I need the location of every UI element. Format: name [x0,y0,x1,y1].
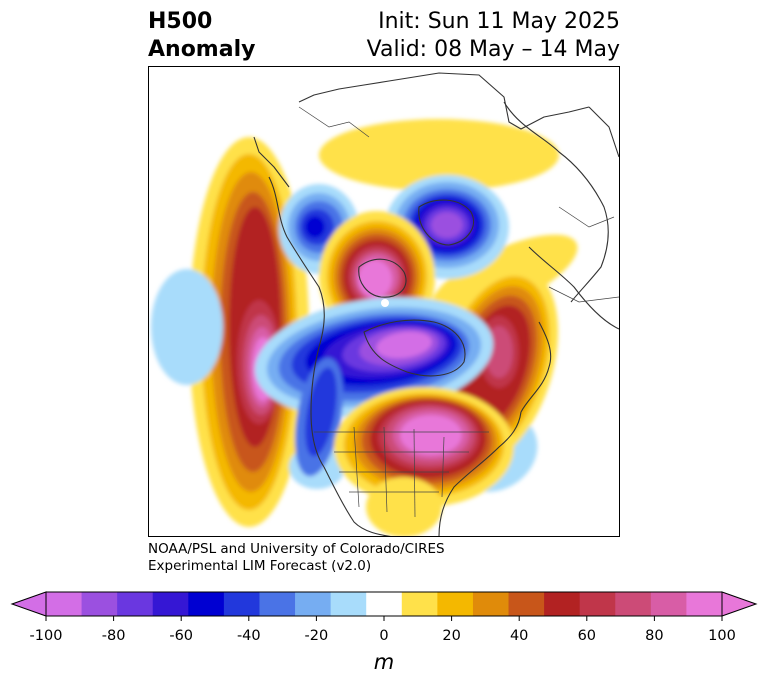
colorbar-segment [579,592,616,616]
west-pacific-trough [151,269,223,385]
init-date: Init: Sun 11 May 2025 [378,9,620,34]
map-svg [151,72,619,536]
coastlines [253,72,619,536]
colorbar-unit: m [373,650,395,674]
colorbar-segment [437,592,474,616]
credit-line-2: Experimental LIM Forecast (v2.0) [148,558,372,574]
southern-positive-tail [366,477,442,536]
colorbar-segment [330,592,367,616]
anomaly-map [148,66,620,537]
colorbar-tick-label: 40 [509,628,529,644]
colorbar-tick-label: -20 [304,628,329,644]
colorbar-tick-label: -40 [236,628,261,644]
credit-line-1: NOAA/PSL and University of Colorado/CIRE… [148,541,445,557]
eastern-us-ridge-anomaly [334,387,514,507]
colorbar [10,591,758,621]
colorbar-tick-label: 80 [645,628,664,644]
colorbar-segment [81,592,118,616]
colorbar-tick-label: -100 [29,628,63,644]
title-left: H500 Anomaly [148,8,255,64]
colorbar-right-extend-arrow [721,591,758,617]
colorbar-segment [188,592,225,616]
colorbar-left-extend-arrow [10,591,47,617]
arctic-positive-band [319,119,559,191]
colorbar-segment [295,592,332,616]
colorbar-segment [152,592,189,616]
valid-range: Valid: 08 May – 14 May [366,37,620,62]
colorbar-segment [366,592,403,616]
political-borders [298,106,619,518]
colorbar-segment [615,592,652,616]
colorbar-tick-label: -80 [101,628,126,644]
colorbar-tick-label: 60 [577,628,597,644]
colorbar-tick-label: -60 [169,628,194,644]
credit: NOAA/PSL and University of Colorado/CIRE… [148,541,445,575]
colorbar-segment [508,592,545,616]
pole-marker [381,299,389,307]
colorbar-frame [45,591,723,617]
colorbar-segments [46,592,723,616]
colorbar-segment [401,592,438,616]
colorbar-segment [650,592,687,616]
colorbar-segment [686,592,723,616]
colorbar-segment [544,592,581,616]
title-variable: H500 [148,9,213,34]
title-right: Init: Sun 11 May 2025 Valid: 08 May – 14… [367,8,620,64]
colorbar-tick-label: 20 [442,628,461,644]
colorbar-tick-label: 100 [708,628,736,644]
colorbar-ticks [45,616,723,621]
colorbar-segment [117,592,154,616]
colorbar-segment [223,592,260,616]
colorbar-tick-label: 0 [379,628,389,644]
colorbar-segment [259,592,296,616]
title-field: Anomaly [148,37,256,62]
colorbar-segment [46,592,83,616]
colorbar-segment [472,592,510,616]
